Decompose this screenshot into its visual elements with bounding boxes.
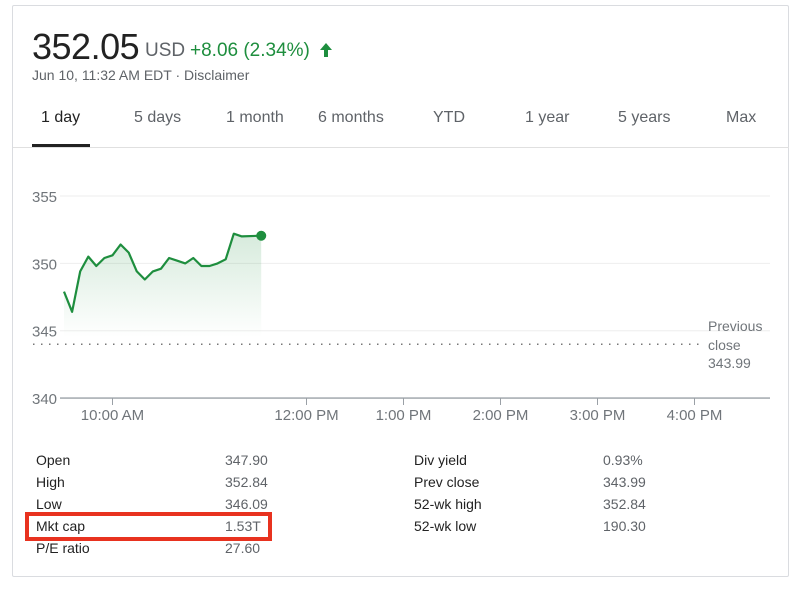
y-tick-label: 350 bbox=[32, 256, 57, 273]
quote-timestamp-line: Jun 10, 11:32 AM EDT · Disclaimer bbox=[32, 67, 249, 83]
tab-max[interactable]: Max bbox=[726, 109, 757, 126]
stat-value: 190.30 bbox=[603, 518, 646, 534]
range-tabs: 1 day 5 days 1 month 6 months YTD 1 year… bbox=[13, 100, 789, 148]
x-tick-label: 1:00 PM bbox=[376, 407, 432, 424]
x-tick-label: 3:00 PM bbox=[570, 407, 626, 424]
tab-ytd[interactable]: YTD bbox=[433, 109, 465, 126]
timestamp: Jun 10, 11:32 AM EDT bbox=[32, 67, 172, 83]
price-line bbox=[62, 232, 262, 313]
price-change: +8.06 (2.34%) bbox=[190, 40, 310, 61]
stat-label: Prev close bbox=[414, 474, 480, 490]
stat-value: 352.84 bbox=[603, 496, 646, 512]
x-tick-label: 4:00 PM bbox=[667, 407, 723, 424]
stat-value: 27.60 bbox=[225, 540, 261, 556]
disclaimer-link[interactable]: Disclaimer bbox=[184, 67, 250, 83]
stat-value: 343.99 bbox=[603, 474, 646, 490]
y-tick-label: 355 bbox=[32, 189, 57, 206]
price-area-fill bbox=[64, 233, 262, 338]
x-tick-label: 12:00 PM bbox=[274, 407, 338, 424]
tab-5-days[interactable]: 5 days bbox=[134, 109, 182, 126]
prev-close-value: 343.99 bbox=[708, 355, 751, 371]
stat-label: 52-wk high bbox=[414, 496, 482, 512]
current-price: 352.05 bbox=[32, 26, 140, 67]
stat-value: 346.09 bbox=[225, 496, 268, 512]
current-price-point bbox=[256, 230, 267, 241]
tab-5-years[interactable]: 5 years bbox=[618, 109, 671, 126]
currency: USD bbox=[145, 40, 186, 61]
stat-label: Div yield bbox=[414, 452, 467, 468]
prev-close-label-2: close bbox=[708, 337, 741, 353]
stock-card bbox=[12, 5, 789, 577]
mkt-cap-highlight-box bbox=[25, 512, 272, 541]
stat-label: High bbox=[36, 474, 65, 490]
stat-label: 52-wk low bbox=[414, 518, 477, 534]
stat-value: 352.84 bbox=[225, 474, 268, 490]
stat-label: P/E ratio bbox=[36, 540, 90, 556]
y-tick-label: 345 bbox=[32, 324, 57, 341]
tab-1-month[interactable]: 1 month bbox=[226, 109, 284, 126]
stat-value: 0.93% bbox=[603, 452, 643, 468]
x-tick-label: 10:00 AM bbox=[81, 407, 144, 424]
stat-value: 347.90 bbox=[225, 452, 268, 468]
arrow-up-icon bbox=[320, 43, 332, 57]
prev-close-label-1: Previous bbox=[708, 318, 762, 334]
stat-label: Low bbox=[36, 496, 62, 512]
stat-label: Mkt cap bbox=[36, 518, 86, 534]
stat-label: Open bbox=[36, 452, 71, 468]
stat-value: 1.53T bbox=[225, 518, 261, 534]
tab-6-months[interactable]: 6 months bbox=[318, 109, 384, 126]
tab-1-year[interactable]: 1 year bbox=[525, 109, 570, 126]
x-tick-label: 2:00 PM bbox=[473, 407, 529, 424]
active-tab-indicator bbox=[32, 144, 90, 147]
tab-1-day[interactable]: 1 day bbox=[41, 109, 81, 126]
separator: · bbox=[171, 67, 185, 83]
y-tick-label: 340 bbox=[32, 391, 57, 408]
